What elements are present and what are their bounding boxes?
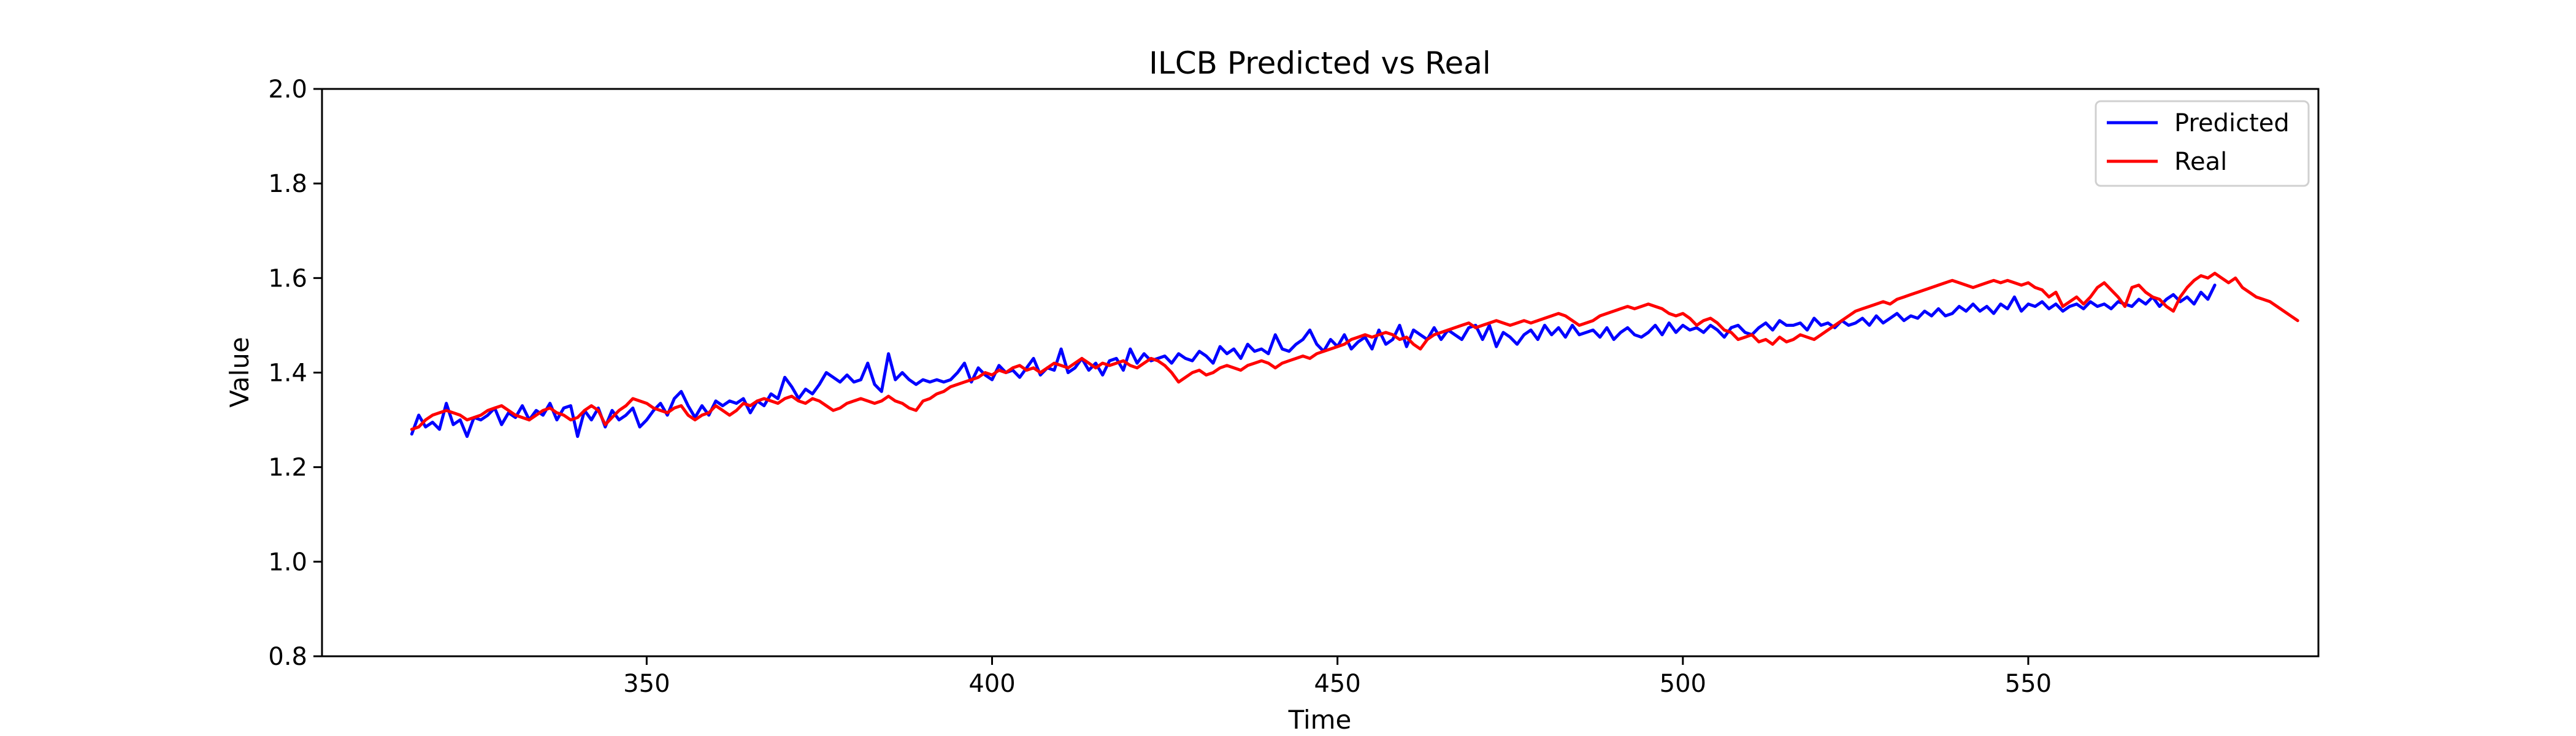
- y-tick-label: 1.4: [268, 359, 307, 388]
- y-tick-label: 1.8: [268, 170, 307, 198]
- x-ticks: 350 400 450 500 550: [623, 656, 2052, 698]
- y-axis-label: Value: [224, 337, 255, 407]
- x-tick-label: 350: [623, 670, 670, 698]
- plot-frame: [321, 88, 2320, 657]
- x-tick-label: 400: [968, 670, 1015, 698]
- y-tick-label: 2.0: [268, 75, 307, 104]
- plot-lines: [410, 272, 2299, 439]
- legend-label-real: Real: [2174, 148, 2227, 176]
- x-tick-label: 550: [2005, 670, 2052, 698]
- legend: Predicted Real: [2095, 100, 2310, 187]
- y-tick-label: 0.8: [268, 643, 307, 671]
- x-tick-label: 450: [1314, 670, 1360, 698]
- legend-label-predicted: Predicted: [2174, 109, 2290, 137]
- chart-title: ILCB Predicted vs Real: [1149, 45, 1491, 81]
- x-tick-label: 500: [1660, 670, 1706, 698]
- y-tick-label: 1.6: [268, 264, 307, 293]
- y-tick-label: 1.0: [268, 548, 307, 577]
- series-line-real: [410, 272, 2299, 431]
- y-ticks: 0.8 1.0 1.2 1.4 1.6 1.8 2.0: [268, 75, 322, 671]
- y-tick-label: 1.2: [268, 454, 307, 482]
- x-axis-label: Time: [1288, 705, 1352, 735]
